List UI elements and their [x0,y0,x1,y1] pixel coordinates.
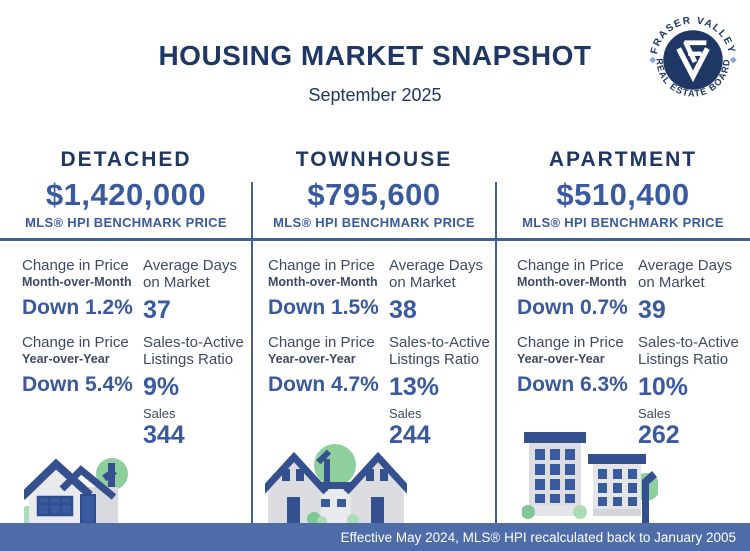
stat-label: Sales [638,406,671,421]
apartment-avg-days-value: 39 [638,295,666,324]
detached-mom-stat: Change in Price Month-over-Month Down 1.… [22,257,143,335]
townhouse-yoy-stat: Change in Price Year-over-Year Down 4.7% [268,334,389,412]
apartment-benchmark-price: $510,400 [556,177,690,212]
hpi-disclaimer: Effective May 2024, MLS® HPI recalculate… [340,529,736,545]
column-divider-right [495,182,497,523]
stat-label: Average Days [143,257,237,274]
detached-ratio-stat: Sales-to-Active Listings Ratio 9% [143,334,250,412]
stat-label: Listings Ratio [389,350,480,368]
stat-label: Average Days [389,257,483,274]
townhouse-price-header: TOWNHOUSE $795,600 MLS® HPI BENCHMARK PR… [252,142,496,238]
page-title: HOUSING MARKET SNAPSHOT [158,40,592,71]
stat-label: Listings Ratio [638,350,729,368]
townhouse-yoy-value: Down 4.7% [268,372,379,396]
stat-label: Change in Price [268,257,375,274]
footer-bar: Effective May 2024, MLS® HPI recalculate… [0,523,750,551]
apartment-sales-stat: Sales 262 [638,406,748,450]
detached-avg-days-stat: Average Days on Market 37 [143,257,250,335]
stats-row: Change in Price Month-over-Month Down 1.… [0,241,750,523]
stat-label: Sales-to-Active [638,334,739,351]
stat-label: Change in Price [268,334,375,351]
header: HOUSING MARKET SNAPSHOT September 2025 F… [0,0,750,140]
detached-sales-value: 344 [143,421,185,449]
benchmark-caption: MLS® HPI BENCHMARK PRICE [25,215,227,230]
benchmark-caption: MLS® HPI BENCHMARK PRICE [273,215,475,230]
detached-price-header: DETACHED $1,420,000 MLS® HPI BENCHMARK P… [0,142,252,238]
stat-sublabel: Month-over-Month [517,274,627,289]
stat-label: on Market [143,273,210,291]
stat-label: Sales [389,406,422,421]
townhouse-sales-value: 244 [389,421,431,449]
stat-sublabel: Month-over-Month [268,274,378,289]
fraser-valley-real-estate-board-logo: FRASER VALLEY REAL ESTATE BOARD [649,15,737,99]
stat-sublabel: Year-over-Year [517,351,605,366]
townhouse-sales-stat: Sales 244 [389,406,494,450]
column-divider-left [251,182,253,523]
apartment-mom-stat: Change in Price Month-over-Month Down 0.… [517,257,638,335]
apartment-stats-column: Change in Price Month-over-Month Down 0.… [496,241,750,523]
stat-label: on Market [638,273,705,291]
townhouse-ratio-stat: Sales-to-Active Listings Ratio 13% [389,334,494,412]
detached-yoy-value: Down 5.4% [22,372,133,396]
apartment-avg-days-stat: Average Days on Market 39 [638,257,748,335]
apartment-yoy-stat: Change in Price Year-over-Year Down 6.3% [517,334,638,412]
detached-stats-column: Change in Price Month-over-Month Down 1.… [0,241,252,523]
apartment-price-header: APARTMENT $510,400 MLS® HPI BENCHMARK PR… [496,142,750,238]
horizontal-divider [0,238,750,241]
report-month: September 2025 [308,85,442,105]
stat-label: Sales-to-Active [143,334,244,351]
apartment-sales-value: 262 [638,421,680,449]
townhouse-avg-days-stat: Average Days on Market 38 [389,257,494,335]
stat-sublabel: Year-over-Year [22,351,110,366]
apartment-mom-value: Down 0.7% [517,295,628,319]
stat-sublabel: Month-over-Month [22,274,132,289]
stat-label: Change in Price [22,334,129,351]
stat-label: on Market [389,273,456,291]
stat-sublabel: Year-over-Year [268,351,356,366]
stat-label: Sales-to-Active [389,334,490,351]
townhouse-type-label: TOWNHOUSE [295,148,453,171]
stat-label: Average Days [638,257,732,274]
detached-benchmark-price: $1,420,000 [45,177,207,212]
stat-label: Sales [143,406,176,421]
detached-avg-days-value: 37 [143,295,171,324]
detached-ratio-value: 9% [143,372,180,401]
benchmark-caption: MLS® HPI BENCHMARK PRICE [522,215,724,230]
detached-sales-stat: Sales 344 [143,406,250,450]
apartment-yoy-value: Down 6.3% [517,372,628,396]
townhouse-avg-days-value: 38 [389,295,417,324]
townhouse-mom-stat: Change in Price Month-over-Month Down 1.… [268,257,389,335]
apartment-building-icon [522,432,658,523]
townhouse-benchmark-price: $795,600 [307,177,441,212]
title-block: HOUSING MARKET SNAPSHOT September 2025 [0,40,750,106]
stat-label: Change in Price [517,334,624,351]
townhouse-icon [265,444,407,523]
detached-mom-value: Down 1.2% [22,295,133,319]
townhouse-mom-value: Down 1.5% [268,295,379,319]
apartment-ratio-stat: Sales-to-Active Listings Ratio 10% [638,334,748,412]
stat-label: Change in Price [22,257,129,274]
apartment-ratio-value: 10% [638,372,689,401]
benchmark-price-row: DETACHED $1,420,000 MLS® HPI BENCHMARK P… [0,142,750,238]
detached-house-icon [24,458,128,523]
detached-type-label: DETACHED [60,148,192,171]
townhouse-ratio-value: 13% [389,372,440,401]
stat-label: Change in Price [517,257,624,274]
townhouse-stats-column: Change in Price Month-over-Month Down 1.… [252,241,496,523]
stat-label: Listings Ratio [143,350,234,368]
apartment-type-label: APARTMENT [548,148,698,171]
fvreb-monogram [676,40,710,83]
detached-yoy-stat: Change in Price Year-over-Year Down 5.4% [22,334,143,412]
